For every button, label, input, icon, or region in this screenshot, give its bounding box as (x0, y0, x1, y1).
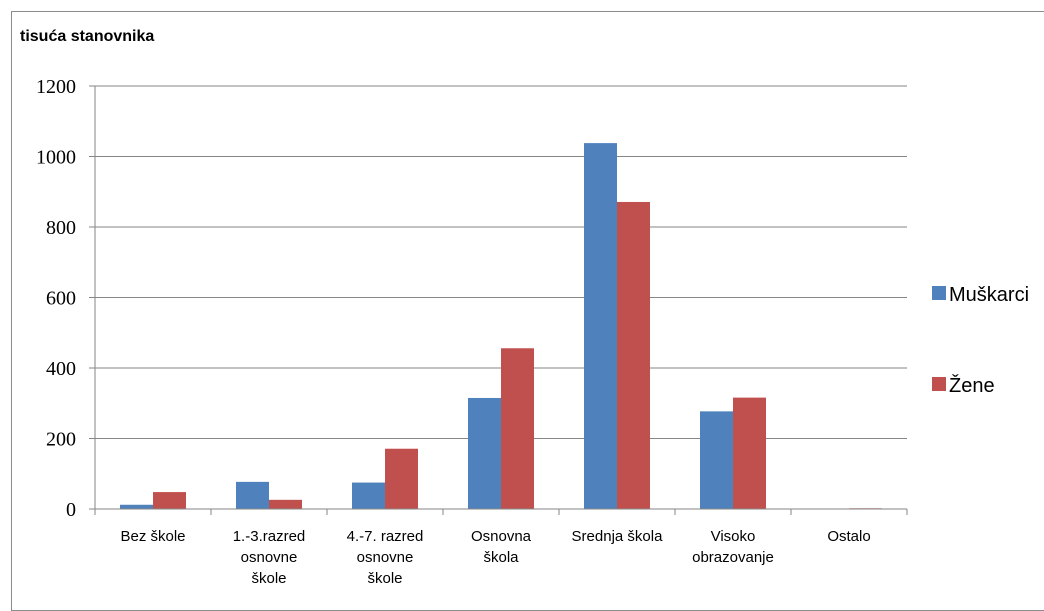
bar-chart: 0 200 400 600 800 1000 1200 Bez škole 1.-3.razre… (20, 28, 1029, 587)
legend-swatch (932, 377, 946, 391)
y-tick-label: 400 (46, 358, 76, 380)
x-tick-label: Ostalo (827, 528, 870, 545)
y-tick-label: 600 (46, 288, 76, 310)
bar-zene (269, 499, 302, 509)
x-tick-label: 1.-3.razred (233, 528, 306, 545)
bar-muskarci (236, 481, 269, 509)
x-tick-label: Visoko (711, 528, 756, 545)
bar-zene (153, 492, 186, 509)
y-tick-label: 0 (66, 499, 76, 521)
x-tick-label: osnovne (241, 549, 298, 566)
legend: Muškarci Žene (932, 284, 1029, 397)
chart-frame (11, 11, 1044, 611)
bar-muskarci (584, 143, 617, 510)
y-tick-label: 1200 (36, 76, 76, 98)
bar-muskarci (700, 411, 733, 509)
y-tick-label: 800 (46, 217, 76, 239)
y-tick-label: 1000 (36, 147, 76, 169)
x-tick-label: osnovne (357, 549, 414, 566)
legend-swatch (932, 286, 946, 300)
x-tick-label: škole (367, 570, 402, 587)
legend-label: Muškarci (949, 284, 1029, 306)
x-tick-label: obrazovanje (692, 549, 774, 566)
y-axis-title: tisuća stanovnika (20, 28, 154, 45)
bar-muskarci (468, 397, 501, 509)
x-tick-label: Srednja škola (572, 528, 664, 545)
axis-layer: 0 200 400 600 800 1000 1200 Bez škole 1.-3.razre… (36, 76, 908, 587)
x-tick-label: 4.-7. razred (347, 528, 424, 545)
x-tick-label: škola (483, 549, 519, 566)
y-tick-label: 200 (46, 429, 76, 451)
bar-zene (733, 397, 766, 509)
bar-muskarci (352, 482, 385, 509)
x-tick-label: škole (251, 570, 286, 587)
bar-zene (501, 348, 534, 509)
bars-layer (120, 143, 882, 510)
bar-zene (617, 201, 650, 509)
bar-muskarci (120, 504, 153, 509)
x-tick-label: Osnovna (471, 528, 532, 545)
x-tick-label: Bez škole (120, 528, 185, 545)
bar-zene (385, 448, 418, 509)
legend-label: Žene (949, 374, 995, 397)
